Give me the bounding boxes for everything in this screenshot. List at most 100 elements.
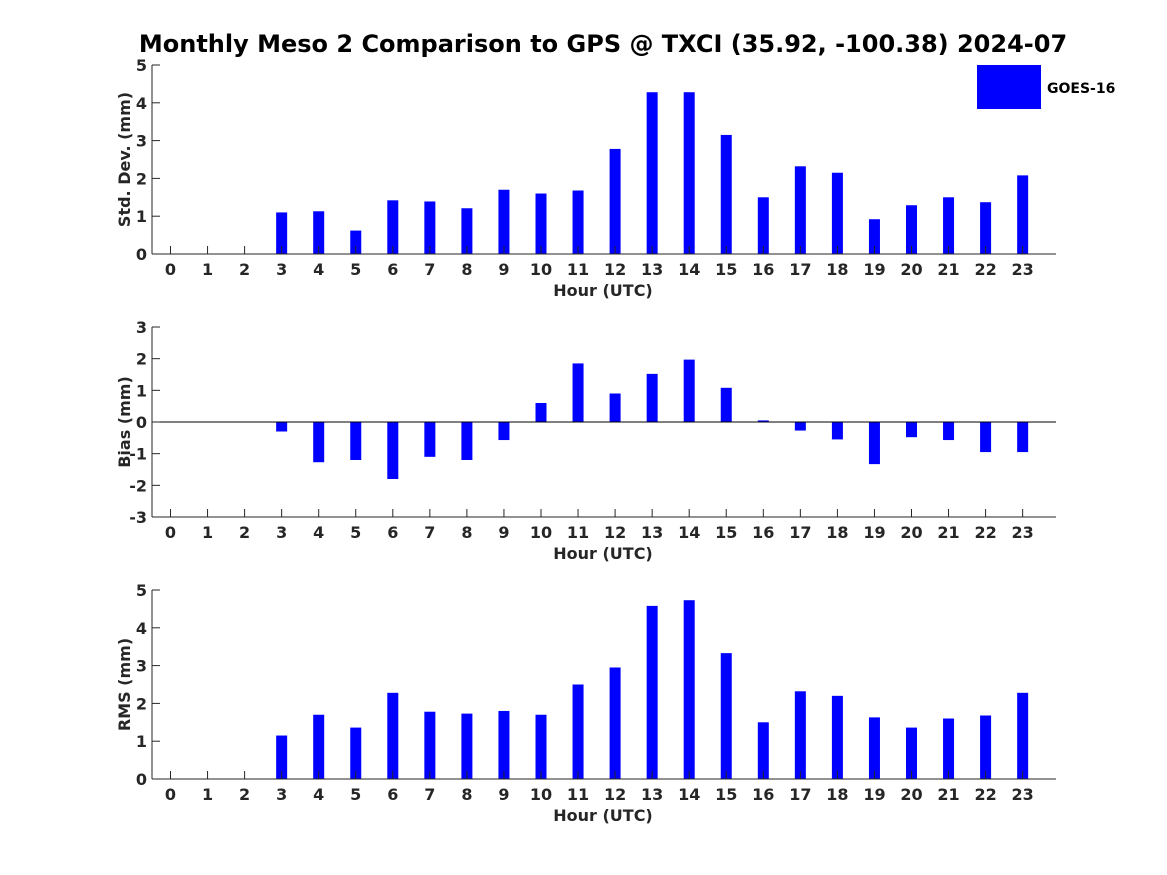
bar-hour-20 <box>906 422 917 438</box>
bar-hour-9 <box>498 189 510 254</box>
bar-series <box>276 92 1029 254</box>
x-tick-label: 22 <box>974 523 996 542</box>
bar-hour-17 <box>794 691 806 779</box>
x-tick-label: 1 <box>202 785 213 804</box>
bar-hour-21 <box>943 718 955 779</box>
x-tick-label: 9 <box>498 260 509 279</box>
x-tick-label: 5 <box>350 523 361 542</box>
bar-hour-14 <box>683 92 695 254</box>
bar-hour-10 <box>535 714 547 779</box>
bar-hour-15 <box>720 387 732 422</box>
bar-hour-22 <box>980 202 992 254</box>
bar-hour-9 <box>498 710 510 779</box>
y-tick-label: 0 <box>136 770 147 789</box>
legend: GOES-16 <box>977 65 1115 109</box>
bar-hour-5 <box>350 727 362 779</box>
x-tick-label: 20 <box>900 260 922 279</box>
bar-hour-5 <box>350 422 362 460</box>
x-tick-label: 2 <box>239 785 250 804</box>
y-tick-label: 1 <box>136 381 147 400</box>
bar-hour-20 <box>906 727 917 779</box>
x-tick-label: 21 <box>937 523 959 542</box>
y-tick-label: 3 <box>136 132 147 151</box>
x-tick-label: 4 <box>313 523 324 542</box>
bar-hour-15 <box>720 653 732 779</box>
bar-hour-23 <box>1017 175 1029 254</box>
y-tick-label: 2 <box>136 350 147 369</box>
x-tick-label: 13 <box>641 260 663 279</box>
x-tick-label: 10 <box>530 260 552 279</box>
bar-hour-10 <box>535 193 547 254</box>
legend-entry: GOES-16 <box>1047 81 1115 97</box>
x-tick-label: 1 <box>202 523 213 542</box>
x-tick-label: 16 <box>752 260 774 279</box>
y-tick-label: 0 <box>136 245 147 264</box>
x-tick-label: 7 <box>424 523 435 542</box>
x-tick-label: 6 <box>387 523 398 542</box>
x-axis-label: Hour (UTC) <box>553 806 653 825</box>
bar-hour-6 <box>387 692 399 779</box>
x-tick-label: 3 <box>276 785 287 804</box>
x-axis-label: Hour (UTC) <box>553 544 653 563</box>
y-tick-label: 5 <box>136 581 147 600</box>
chart-title: Monthly Meso 2 Comparison to GPS @ TXCI … <box>139 30 1067 58</box>
bar-hour-16 <box>757 197 769 254</box>
bar-hour-18 <box>831 172 843 254</box>
x-tick-label: 5 <box>350 260 361 279</box>
bar-hour-5 <box>350 230 362 254</box>
x-tick-label: 2 <box>239 523 250 542</box>
x-tick-label: 3 <box>276 260 287 279</box>
bar-hour-8 <box>461 422 473 460</box>
x-tick-label: 12 <box>604 523 626 542</box>
x-tick-label: 14 <box>678 785 700 804</box>
x-tick-label: 23 <box>1012 523 1034 542</box>
x-tick-label: 11 <box>567 260 589 279</box>
y-tick-label: 0 <box>136 413 147 432</box>
x-tick-label: 0 <box>165 785 176 804</box>
bar-hour-22 <box>980 422 992 453</box>
x-tick-label: 7 <box>424 260 435 279</box>
bar-hour-20 <box>906 205 917 254</box>
bar-hour-4 <box>313 211 325 254</box>
bar-hour-11 <box>572 363 584 422</box>
x-tick-label: 17 <box>789 523 811 542</box>
x-tick-label: 8 <box>461 523 472 542</box>
x-tick-label: 19 <box>863 260 885 279</box>
x-tick-label: 10 <box>530 523 552 542</box>
bar-hour-7 <box>424 422 436 457</box>
bar-hour-17 <box>794 166 806 254</box>
y-tick-label: -1 <box>129 445 147 464</box>
x-tick-label: 4 <box>313 260 324 279</box>
x-tick-label: 4 <box>313 785 324 804</box>
bar-hour-14 <box>683 359 695 422</box>
x-tick-label: 8 <box>461 260 472 279</box>
x-tick-label: 18 <box>826 260 848 279</box>
bar-hour-13 <box>646 373 658 422</box>
bar-hour-6 <box>387 422 399 479</box>
bar-hour-23 <box>1017 692 1029 779</box>
bar-hour-13 <box>646 92 658 254</box>
bar-hour-21 <box>943 197 955 254</box>
x-tick-label: 6 <box>387 785 398 804</box>
x-tick-label: 11 <box>567 785 589 804</box>
bar-hour-3 <box>276 735 288 779</box>
bar-series <box>276 600 1029 779</box>
bar-hour-12 <box>609 148 621 254</box>
x-tick-label: 9 <box>498 785 509 804</box>
bar-series <box>276 359 1029 479</box>
bar-hour-9 <box>498 422 510 441</box>
y-tick-label: -2 <box>129 476 147 495</box>
bar-hour-16 <box>757 420 769 422</box>
x-tick-label: 19 <box>863 523 885 542</box>
x-tick-label: 9 <box>498 523 509 542</box>
bar-hour-7 <box>424 711 436 779</box>
bar-hour-12 <box>609 667 621 779</box>
bar-hour-17 <box>794 422 806 431</box>
bar-hour-19 <box>868 219 880 254</box>
x-tick-label: 15 <box>715 260 737 279</box>
x-tick-label: 17 <box>789 785 811 804</box>
y-tick-label: 4 <box>136 94 147 113</box>
x-tick-label: 16 <box>752 523 774 542</box>
